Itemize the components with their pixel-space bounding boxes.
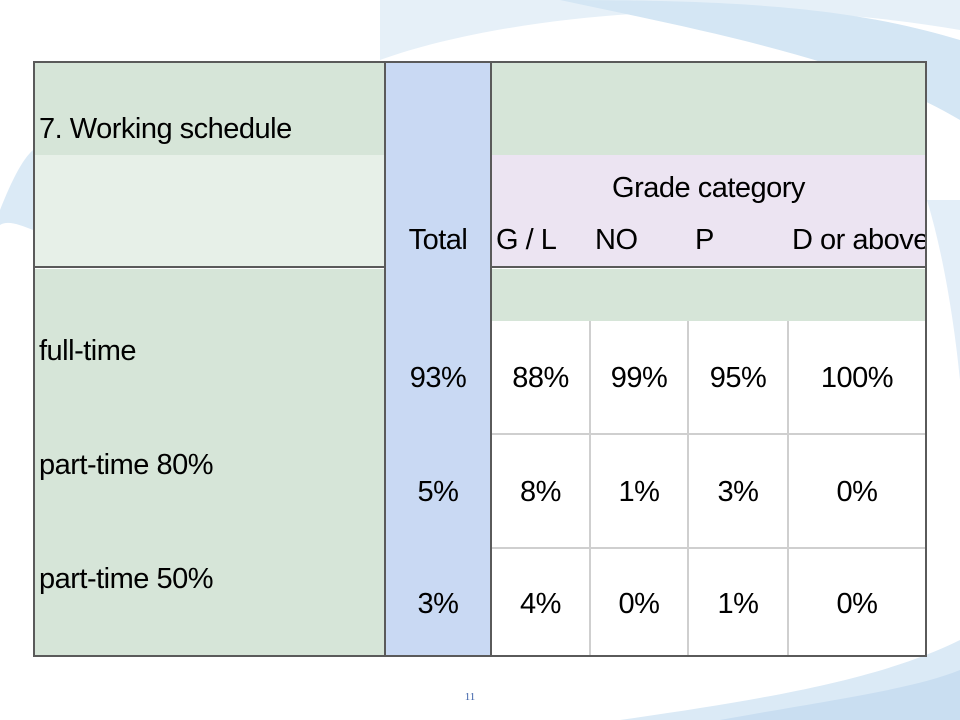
total-value-part-time-80: 5% xyxy=(417,475,459,508)
total-column xyxy=(384,63,492,655)
swoosh-left xyxy=(0,150,33,230)
grid-line-h1 xyxy=(492,433,925,435)
working-schedule-table: 7. Working schedule Grade category Total… xyxy=(33,61,927,657)
swoosh-right xyxy=(927,200,960,380)
grid-line-v3 xyxy=(787,321,789,655)
column-header-p: P xyxy=(695,223,714,256)
green-spacer-strip xyxy=(492,269,925,321)
grade-category-band xyxy=(492,155,925,268)
column-header-d-or-above: D or above xyxy=(792,223,927,256)
swoosh-bottom-right-band xyxy=(720,670,960,720)
row-label-part-time-80: part-time 80% xyxy=(39,448,214,481)
value-part-time-50-no: 0% xyxy=(618,587,660,620)
column-header-gl: G / L xyxy=(496,223,557,256)
value-part-time-50-gl: 4% xyxy=(520,587,561,620)
value-part-time-80-d-or-above: 0% xyxy=(836,475,878,508)
total-value-part-time-50: 3% xyxy=(417,587,459,620)
top-right-header-cell xyxy=(492,63,925,155)
row-label-full-time: full-time xyxy=(39,334,137,367)
data-area xyxy=(492,321,925,655)
grid-line-v1 xyxy=(589,321,591,655)
title-cell: 7. Working schedule xyxy=(35,63,384,155)
table-title: 7. Working schedule xyxy=(39,112,292,145)
swoosh-top xyxy=(380,0,960,60)
total-header: Total xyxy=(408,223,468,256)
value-full-time-d-or-above: 100% xyxy=(820,361,894,394)
value-part-time-80-gl: 8% xyxy=(520,475,561,508)
grid-line-h2 xyxy=(492,547,925,549)
row-label-part-time-50: part-time 50% xyxy=(39,562,214,595)
grid-line-v2 xyxy=(687,321,689,655)
value-part-time-50-d-or-above: 0% xyxy=(836,587,878,620)
value-part-time-50-p: 1% xyxy=(717,587,759,620)
column-header-no: NO xyxy=(595,223,638,256)
page-number: 11 xyxy=(464,691,476,703)
swoosh-top-band xyxy=(560,0,960,120)
grade-category-header: Grade category xyxy=(612,171,805,204)
value-full-time-no: 99% xyxy=(610,361,668,394)
value-part-time-80-p: 3% xyxy=(717,475,759,508)
value-part-time-80-no: 1% xyxy=(618,475,660,508)
value-full-time-p: 95% xyxy=(709,361,767,394)
value-full-time-gl: 88% xyxy=(512,361,569,394)
row-label-column xyxy=(35,269,384,655)
row-header-blank-cell xyxy=(35,155,384,268)
total-value-full-time: 93% xyxy=(409,361,467,394)
